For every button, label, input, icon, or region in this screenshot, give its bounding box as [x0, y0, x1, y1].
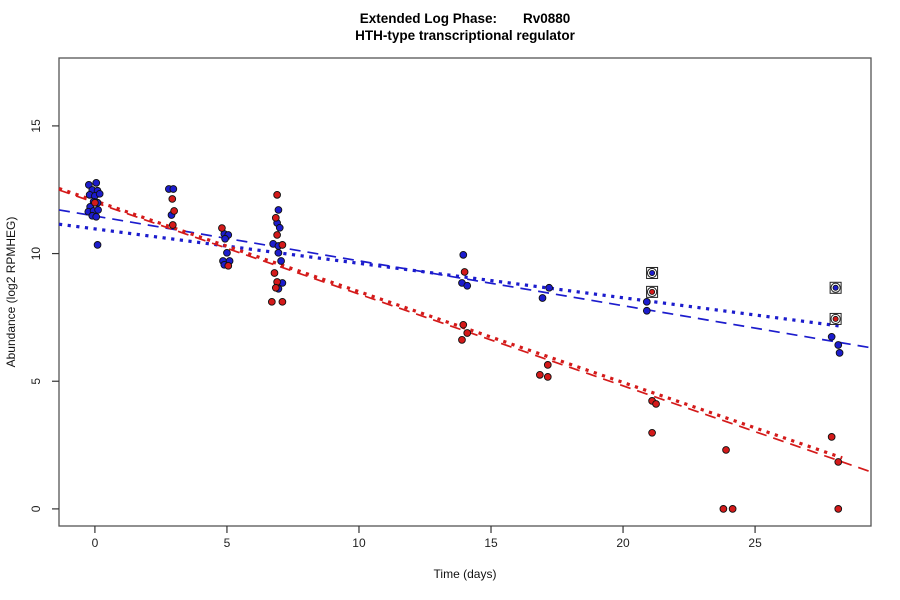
red-data-point: [168, 221, 177, 229]
red-data-point: [459, 320, 468, 329]
red-data-point: [834, 505, 843, 513]
red-data-point: [728, 505, 737, 513]
red-data-point: [652, 400, 660, 408]
title-prefix: Extended Log Phase:: [359, 11, 497, 26]
x-tick-label: 5: [224, 536, 231, 550]
red-dotted-fit-line: [58, 186, 843, 460]
blue-data-point: [642, 297, 651, 306]
red-data-point: [543, 373, 552, 381]
blue-flagged-points-circle-marker: [646, 267, 658, 279]
blue-data-point: [835, 349, 844, 357]
red-data-point: [224, 261, 233, 270]
red-flagged-points-circle-marker: [830, 313, 841, 325]
x-tick-label: 25: [748, 536, 762, 550]
x-axis-title: Time (days): [434, 567, 497, 581]
x-tick-label: 10: [352, 536, 366, 550]
blue-data-point: [274, 206, 283, 214]
red-data-point: [218, 224, 226, 232]
red-flagged-points-dot: [649, 288, 656, 295]
blue-flagged-points-square-marker: [646, 266, 659, 279]
blue-data-point: [94, 206, 102, 214]
y-tick-label: 5: [29, 378, 43, 385]
red-data-point: [460, 268, 469, 276]
red-data-point: [270, 269, 279, 277]
blue-data-point: [545, 283, 553, 292]
red-data-point: [834, 458, 843, 466]
blue-data-point: [92, 179, 101, 187]
y-axis-title: Abundance (log2 RPMHEG): [4, 217, 18, 368]
x-tick-label: 20: [616, 536, 630, 550]
y-tick-label: 0: [29, 505, 43, 512]
blue-data-point: [223, 248, 231, 257]
blue-data-point: [275, 223, 284, 232]
red-data-point: [722, 446, 730, 454]
blue-data-point: [95, 189, 104, 198]
red-data-point: [168, 195, 177, 203]
red-flagged-points-square-marker: [646, 285, 659, 298]
red-data-point: [827, 433, 836, 441]
red-data-point: [91, 198, 99, 207]
blue-dotted-fit-line: [58, 222, 843, 328]
chart-title: Extended Log Phase: Rv0880 HTH-type tran…: [59, 10, 871, 44]
red-data-point: [267, 297, 276, 306]
blue-data-point: [827, 332, 836, 341]
red-data-point: [170, 207, 178, 215]
title-gene: Rv0880: [522, 11, 571, 26]
red-data-point: [648, 428, 656, 437]
red-data-point: [719, 505, 728, 513]
red-data-point: [273, 231, 281, 239]
chart-subtitle: HTH-type transcriptional regulator: [355, 28, 575, 43]
red-flagged-points-square-marker: [829, 312, 842, 325]
blue-data-point: [92, 212, 101, 221]
red-flagged-points-circle-marker: [646, 286, 658, 297]
blue-data-point: [274, 248, 283, 257]
x-tick-label: 0: [92, 536, 99, 550]
red-data-point: [543, 361, 552, 369]
red-data-point: [271, 213, 280, 222]
x-tick-label: 15: [484, 536, 498, 550]
blue-flagged-points-dot: [649, 269, 656, 276]
blue-flagged-points-square-marker: [829, 281, 842, 294]
blue-data-point: [221, 234, 229, 243]
blue-flagged-points-circle-marker: [830, 282, 841, 293]
red-data-point: [463, 329, 472, 337]
plot-box: [58, 57, 872, 527]
blue-dashed-fit-line: [58, 209, 872, 349]
blue-data-point: [538, 294, 547, 302]
blue-data-point: [93, 241, 102, 249]
red-data-point: [271, 283, 280, 292]
y-tick-label: 10: [29, 247, 43, 261]
red-data-point: [278, 297, 287, 306]
y-tick-label: 15: [29, 119, 43, 133]
blue-data-point: [169, 185, 178, 193]
red-data-point: [536, 371, 544, 379]
red-data-point: [278, 241, 287, 249]
blue-data-point: [834, 341, 843, 349]
red-flagged-points-dot: [832, 315, 839, 322]
blue-data-point: [463, 281, 472, 290]
red-data-point: [458, 336, 466, 344]
red-data-point: [273, 191, 281, 199]
blue-flagged-points-dot: [832, 284, 839, 291]
blue-data-point: [459, 251, 468, 259]
blue-data-point: [277, 257, 285, 265]
blue-data-point: [642, 306, 651, 315]
chart-title-line1: Extended Log Phase: Rv0880: [59, 10, 871, 27]
